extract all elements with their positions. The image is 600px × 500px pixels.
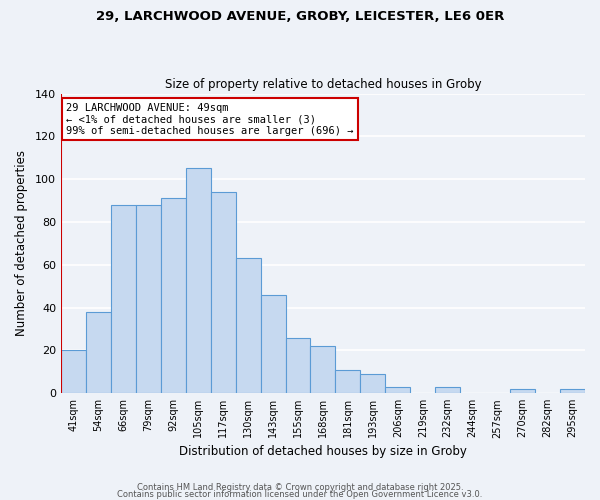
Bar — [86, 312, 111, 393]
Bar — [260, 294, 286, 393]
Bar — [111, 205, 136, 393]
Text: 29, LARCHWOOD AVENUE, GROBY, LEICESTER, LE6 0ER: 29, LARCHWOOD AVENUE, GROBY, LEICESTER, … — [96, 10, 504, 23]
Bar — [310, 346, 335, 393]
Text: 29 LARCHWOOD AVENUE: 49sqm
← <1% of detached houses are smaller (3)
99% of semi-: 29 LARCHWOOD AVENUE: 49sqm ← <1% of deta… — [66, 102, 353, 136]
Bar — [61, 350, 86, 393]
Bar — [211, 192, 236, 393]
Bar — [560, 389, 585, 393]
Bar — [335, 370, 361, 393]
Bar — [286, 338, 310, 393]
Bar — [136, 205, 161, 393]
Bar — [161, 198, 186, 393]
Text: Contains public sector information licensed under the Open Government Licence v3: Contains public sector information licen… — [118, 490, 482, 499]
Bar — [435, 387, 460, 393]
Y-axis label: Number of detached properties: Number of detached properties — [15, 150, 28, 336]
Title: Size of property relative to detached houses in Groby: Size of property relative to detached ho… — [164, 78, 481, 91]
Bar — [510, 389, 535, 393]
Bar — [385, 387, 410, 393]
Bar — [236, 258, 260, 393]
Text: Contains HM Land Registry data © Crown copyright and database right 2025.: Contains HM Land Registry data © Crown c… — [137, 484, 463, 492]
X-axis label: Distribution of detached houses by size in Groby: Distribution of detached houses by size … — [179, 444, 467, 458]
Bar — [186, 168, 211, 393]
Bar — [361, 374, 385, 393]
